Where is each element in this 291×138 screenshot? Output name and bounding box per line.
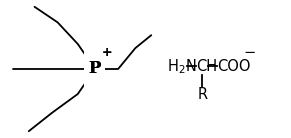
Text: −: − <box>244 45 256 60</box>
Text: +: + <box>101 46 112 59</box>
Text: CH: CH <box>196 59 217 74</box>
Text: H$_2$N: H$_2$N <box>167 57 197 76</box>
FancyBboxPatch shape <box>84 51 105 87</box>
Text: R: R <box>197 87 207 102</box>
Text: P: P <box>88 60 100 78</box>
Text: COO: COO <box>217 59 251 74</box>
Text: P: P <box>88 60 100 78</box>
Text: +: + <box>101 46 112 59</box>
